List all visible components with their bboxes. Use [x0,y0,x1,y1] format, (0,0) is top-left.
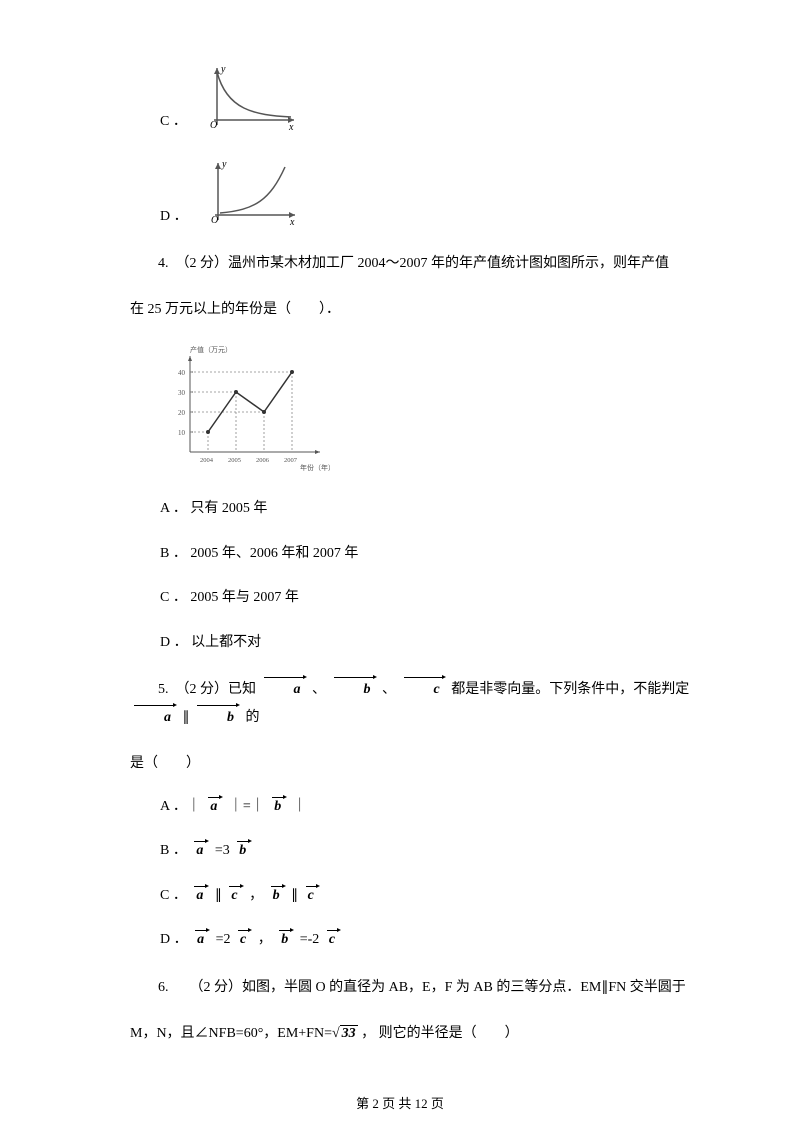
page-content: C ． O x y D ． O x y 4. （2 分）温州市某木材加工厂 20… [0,0,800,1096]
vec-b: b [269,885,286,907]
q5-par: ∥ [179,710,193,725]
page-footer: 第 2 页 共 12 页 [0,1093,800,1112]
vec-c: c [325,929,341,951]
y-axis-label: y [220,64,226,75]
curve-c [217,72,291,117]
q4-opt-b: B ． 2005 年、2006 年和 2007 年 [160,543,690,565]
y-axis-title: 产值（万元） [190,345,232,354]
chart-line [208,372,292,432]
q5-pre: 5. （2 分）已知 [158,682,260,697]
xtick-2006: 2006 [256,457,270,464]
q6-text-line1: 6. （2 分）如图，半圆 O 的直径为 AB，E，F 为 AB 的三等分点．E… [130,974,690,1002]
q5-suf: 的 [242,710,260,725]
q5-opt-b: B ． a =3 b [160,840,690,862]
vec-b: b [332,676,377,704]
q5-opt-a: A ．｜ a ｜=｜ b ｜ [160,796,690,818]
q5a-pre: A ．｜ [160,799,204,814]
q4-text-line1: 4. （2 分）温州市某木材加工厂 2004～2007 年的年产值统计图如图所示… [130,250,690,278]
q5c-pre: C ． [160,888,190,903]
option-c-label: C ． [160,111,187,135]
origin-label: O [210,120,217,131]
ytick-40: 40 [178,369,186,377]
q5-mid2: 、 [379,682,400,697]
vec-a: a [192,885,209,907]
q4-text-line2: 在 25 万元以上的年份是（ ）． [130,296,690,324]
q5-opt-c: C ． a ∥ c ， b ∥ c [160,885,690,907]
vec-a: a [192,840,209,862]
q6b-pre: M，N，且∠NFB=60°，EM+FN= [130,1026,332,1041]
option-d-label: D ． [160,206,188,230]
q4-opt-a: A ． 只有 2005 年 [160,498,690,520]
q3-option-c: C ． O x y [130,60,690,135]
xtick-2007: 2007 [284,457,298,464]
vec-c: c [402,676,446,704]
q5-mid3: 都是非零向量。下列条件中，不能判定 [448,682,690,697]
xtick-2004: 2004 [200,457,214,464]
vec-c: c [227,885,243,907]
q5c-mid2: ∥ [288,888,302,903]
q4-chart: 产值（万元） 10 20 30 40 2004 2005 2006 2007 年… [160,342,690,480]
q5-opt-d: D ． a =2 c ， b =-2 c [160,929,690,951]
origin-label: O [211,215,218,226]
q4-opt-c: C ． 2005 年与 2007 年 [160,587,690,609]
vec-c: c [236,929,252,951]
graph-d-svg: O x y [200,155,300,230]
ytick-10: 10 [178,429,186,437]
y-axis-label: y [221,159,227,170]
x-axis-label: x [289,217,295,228]
q5b-mid: =3 [211,843,233,858]
q4-opt-d: D ． 以上都不对 [160,632,690,654]
q5a-mid: ｜=｜ [225,799,268,814]
q5-text: 5. （2 分）已知 a 、 b 、 c 都是非零向量。下列条件中，不能判定 a… [130,676,690,732]
xtick-2005: 2005 [228,457,241,464]
q5b-pre: B ． [160,843,190,858]
q5d-pre: D ． [160,932,191,947]
curve-d [220,167,285,213]
q5c-mid: ∥ [211,888,225,903]
q5c-sep: ， [246,888,267,903]
vec-c: c [304,885,320,907]
ytick-30: 30 [178,389,186,397]
graph-c-svg: O x y [199,60,299,135]
q6b-suf: ， 则它的半径是（ ） [358,1026,519,1041]
q5a-suf: ｜ [289,799,307,814]
vec-a: a [262,676,307,704]
x-axis-label: x [288,122,294,133]
q3-option-d: D ． O x y [130,155,690,230]
vec-b: b [235,840,252,862]
q5d-mid1: =2 [212,932,234,947]
q6-text-line2: M，N，且∠NFB=60°，EM+FN=√33 ， 则它的半径是（ ） [130,1020,690,1048]
vec-b2: b [195,704,240,732]
vec-b: b [270,796,287,818]
q5-mid1: 、 [309,682,330,697]
vec-a: a [193,929,210,951]
sqrt-33: √33 [332,1020,358,1048]
vec-b: b [277,929,294,951]
vec-a: a [206,796,223,818]
ytick-20: 20 [178,409,186,417]
x-axis-title: 年份（年） [300,463,330,472]
q5d-sep: ， [254,932,275,947]
q5d-mid2: =-2 [296,932,323,947]
q4-chart-svg: 产值（万元） 10 20 30 40 2004 2005 2006 2007 年… [160,342,330,472]
q5-line2: 是（ ） [130,750,690,778]
sqrt-val: 33 [340,1025,358,1041]
vec-a2: a [132,704,177,732]
